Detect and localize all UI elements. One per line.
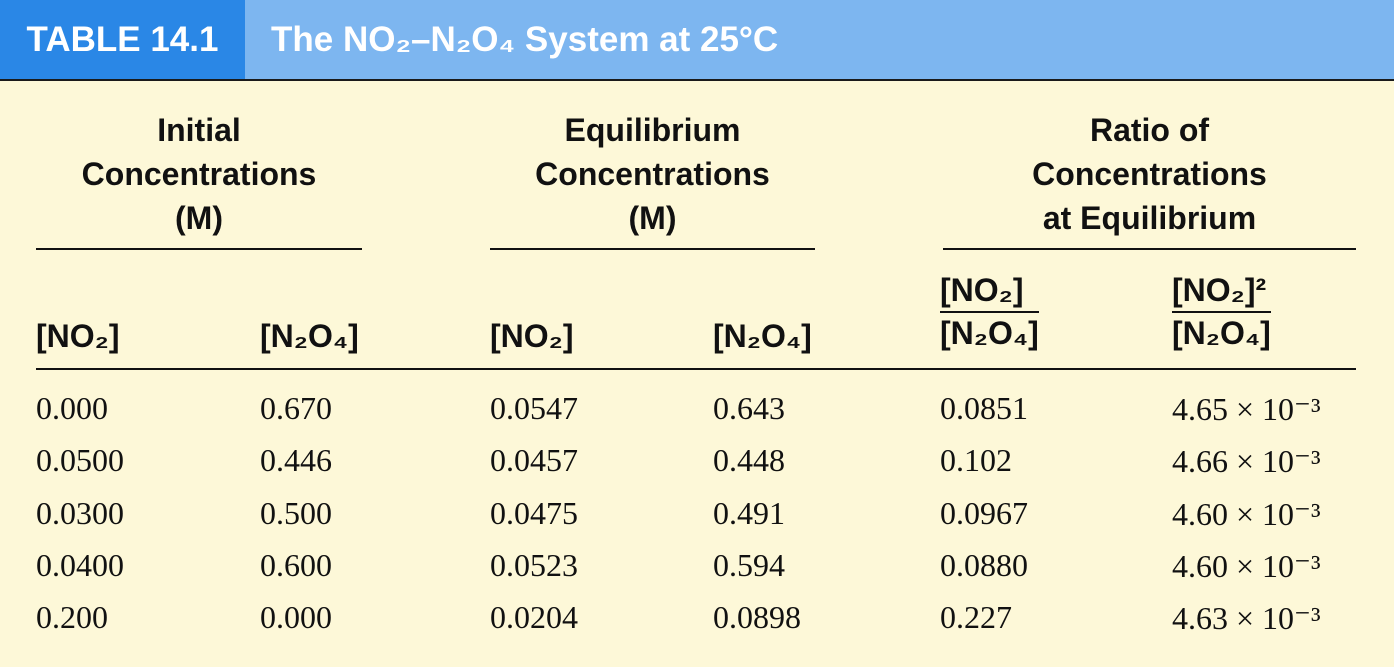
table-cell: 0.227 [940, 599, 1012, 636]
table-cell: 0.500 [260, 494, 332, 531]
table-cell: 0.200 [36, 599, 108, 636]
group-header-line: Concentrations [81, 156, 317, 192]
table-cell: 0.000 [260, 599, 332, 636]
table-cell: 0.0475 [490, 494, 578, 531]
table-cell: 0.0300 [36, 494, 124, 531]
table-cell: 4.65 × 10⁻³ [1172, 391, 1321, 427]
table-cell: 0.0204 [490, 599, 578, 636]
table-title: The NO₂–N₂O₄ System at 25°C [245, 0, 1394, 80]
table-cell: 0.0851 [940, 390, 1028, 426]
table-cell: 4.63 × 10⁻³ [1172, 600, 1321, 637]
group-header-line: Initial [157, 112, 241, 148]
header-rule [0, 79, 1394, 81]
column-header: [N₂O₄] [260, 318, 359, 354]
table-cell: 4.66 × 10⁻³ [1172, 443, 1321, 480]
group-rule [490, 248, 815, 250]
group-header-line: Equilibrium [564, 112, 741, 148]
fraction-numerator: [NO₂] [940, 272, 1039, 313]
fraction-denominator: [N₂O₄] [1172, 315, 1271, 351]
group-header-line: (M) [175, 200, 223, 236]
column-rule [36, 368, 1356, 370]
group-header-line: at Equilibrium [1042, 200, 1257, 236]
fraction-numerator: [NO₂]² [1172, 272, 1271, 313]
table-cell: 0.600 [260, 546, 332, 583]
group-header-line: Ratio of [1089, 112, 1210, 148]
group-header: Equilibrium Concentrations (M) [490, 108, 815, 240]
table-cell: 4.60 × 10⁻³ [1172, 547, 1321, 584]
column-header: [NO₂] [36, 318, 120, 354]
table-cell: 0.670 [260, 390, 332, 426]
table-cell: 0.491 [713, 494, 785, 531]
table-cell: 0.0500 [36, 442, 124, 479]
table-cell: 0.000 [36, 390, 108, 426]
group-rule [36, 248, 362, 250]
group-rule [943, 248, 1356, 250]
group-header: Ratio of Concentrations at Equilibrium [943, 108, 1356, 240]
table-cell: 0.0457 [490, 442, 578, 479]
table-cell: 0.643 [713, 390, 785, 426]
table-cell: 0.102 [940, 442, 1012, 479]
group-header-line: Concentrations [535, 156, 770, 192]
column-header: [N₂O₄] [713, 318, 812, 354]
table-cell: 0.0547 [490, 390, 578, 426]
column-header-fraction: [NO₂]² [N₂O₄] [1172, 272, 1271, 352]
table-cell: 0.0898 [713, 599, 801, 636]
table-cell: 0.0967 [940, 494, 1028, 531]
table-cell: 0.594 [713, 546, 785, 583]
group-header-line: Concentrations [1032, 156, 1267, 192]
table-cell: 0.446 [260, 442, 332, 479]
table-cell: 0.0400 [36, 546, 124, 583]
table-cell: 0.0523 [490, 546, 578, 583]
column-header-fraction: [NO₂] [N₂O₄] [940, 272, 1039, 352]
table-label: TABLE 14.1 [0, 0, 245, 80]
table-cell: 0.448 [713, 442, 785, 479]
table-cell: 4.60 × 10⁻³ [1172, 495, 1321, 532]
group-header: Initial Concentrations (M) [36, 108, 362, 240]
column-header: [NO₂] [490, 318, 574, 354]
table-cell: 0.0880 [940, 546, 1028, 583]
group-header-line: (M) [628, 200, 677, 236]
fraction-denominator: [N₂O₄] [940, 315, 1039, 351]
